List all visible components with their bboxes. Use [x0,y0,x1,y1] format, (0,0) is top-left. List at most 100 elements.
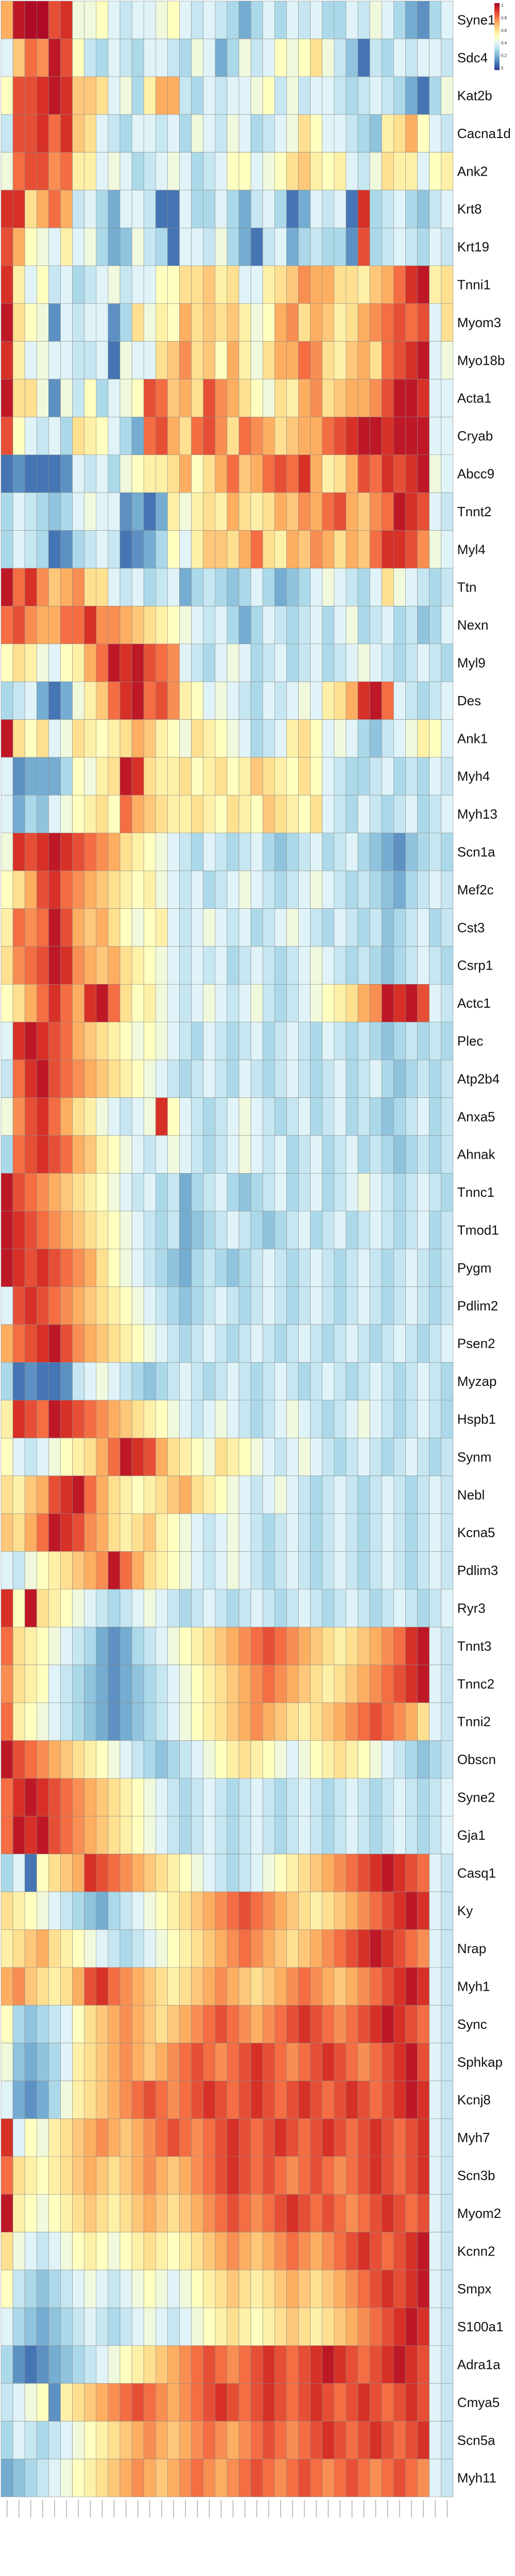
heatmap-cell [322,1135,335,1174]
heatmap-cell [60,76,73,115]
heatmap-cell [155,1891,168,1930]
heatmap-cell [155,719,168,758]
heatmap-cell [429,1513,441,1552]
heatmap-cell [37,303,49,342]
heatmap-cell [203,1476,216,1514]
heatmap-cell [357,1173,370,1212]
heatmap-cell [298,1778,311,1817]
heatmap-cells [1,1,454,2497]
heatmap-cell [155,1211,168,1249]
heatmap-cell [215,2005,228,2043]
heatmap-cell [12,795,25,834]
heatmap-cell [96,606,109,645]
heatmap-cell [143,2080,156,2119]
heatmap-cell [24,2043,37,2081]
heatmap-cell [191,2156,204,2195]
heatmap-cell [203,984,216,1023]
heatmap-cell [286,1589,299,1628]
heatmap-cell [429,2156,441,2195]
heatmap-cell [262,492,275,531]
heatmap-cell [1,2459,13,2497]
row-label: Sync [457,2016,487,2032]
heatmap-cell [143,1476,156,1514]
heatmap-cell [215,1135,228,1174]
heatmap-cell [227,1135,239,1174]
heatmap-cell [250,454,263,493]
heatmap-cell [12,1967,25,2006]
heatmap-cell [441,1400,454,1438]
heatmap-cell [227,1173,239,1212]
heatmap-cell [393,190,406,228]
heatmap-cell [346,1929,358,1968]
heatmap-cell [72,1740,85,1779]
heatmap-cell [405,228,418,266]
heatmap-cell [37,568,49,606]
heatmap-cell [429,1665,441,1703]
heatmap-cell [119,870,132,909]
heatmap-cell [298,152,311,191]
heatmap-cell [429,1589,441,1628]
heatmap-cell [203,1626,216,1665]
heatmap-cell [298,492,311,531]
heatmap-cell [369,1854,382,1892]
heatmap-cell [48,1589,61,1628]
heatmap-cell [441,1097,454,1136]
heatmap-cell [203,114,216,152]
heatmap-cell [286,984,299,1023]
heatmap-cell [429,2080,441,2119]
heatmap-cell [108,265,121,304]
heatmap-cell [131,681,144,720]
heatmap-cell [227,1059,239,1098]
heatmap-cell [60,1059,73,1098]
heatmap-cell [227,2043,239,2081]
row-label: Myl9 [457,655,486,671]
heatmap-cell [96,2383,109,2421]
heatmap-cell [191,1211,204,1249]
heatmap-cell [274,1022,287,1060]
heatmap-cell [417,341,430,380]
heatmap-cell [179,1626,192,1665]
heatmap-cell [357,1929,370,1968]
heatmap-cell [48,2232,61,2270]
heatmap-cell [155,492,168,531]
heatmap-cell [143,568,156,606]
heatmap-cell [60,152,73,191]
heatmap-cell [203,1854,216,1892]
heatmap-cell [48,2459,61,2497]
heatmap-cell [286,719,299,758]
heatmap-cell [405,2383,418,2421]
heatmap-cell [298,795,311,834]
legend-tick-label: 0.6 [501,28,507,33]
heatmap-cell [131,379,144,417]
heatmap-cell [381,2156,394,2195]
heatmap-cell [346,2345,358,2384]
heatmap-cell [417,1059,430,1098]
heatmap-cell [298,1967,311,2006]
heatmap-cell [119,303,132,342]
heatmap-cell [310,795,322,834]
heatmap-cell [334,2005,347,2043]
heatmap-cell [84,2232,97,2270]
heatmap-cell [274,341,287,380]
heatmap-cell [429,1967,441,2006]
heatmap-cell [334,833,347,871]
row-label: Scn5a [457,2432,495,2448]
heatmap-cell [417,1173,430,1212]
heatmap-cell [334,492,347,531]
heatmap-cell [24,1626,37,1665]
heatmap-cell [84,1324,97,1363]
heatmap-cell [227,492,239,531]
heatmap-cell [203,1211,216,1249]
heatmap-cell [1,76,13,115]
heatmap-cell [84,1400,97,1438]
heatmap-cell [37,2119,49,2157]
heatmap-cell [381,1891,394,1930]
heatmap-cell [238,2232,251,2270]
heatmap-cell [429,870,441,909]
heatmap-cell [441,946,454,985]
heatmap-cell [322,379,335,417]
heatmap-cell [334,1400,347,1438]
heatmap-cell [72,2005,85,2043]
heatmap-cell [274,1135,287,1174]
heatmap-cell [108,228,121,266]
